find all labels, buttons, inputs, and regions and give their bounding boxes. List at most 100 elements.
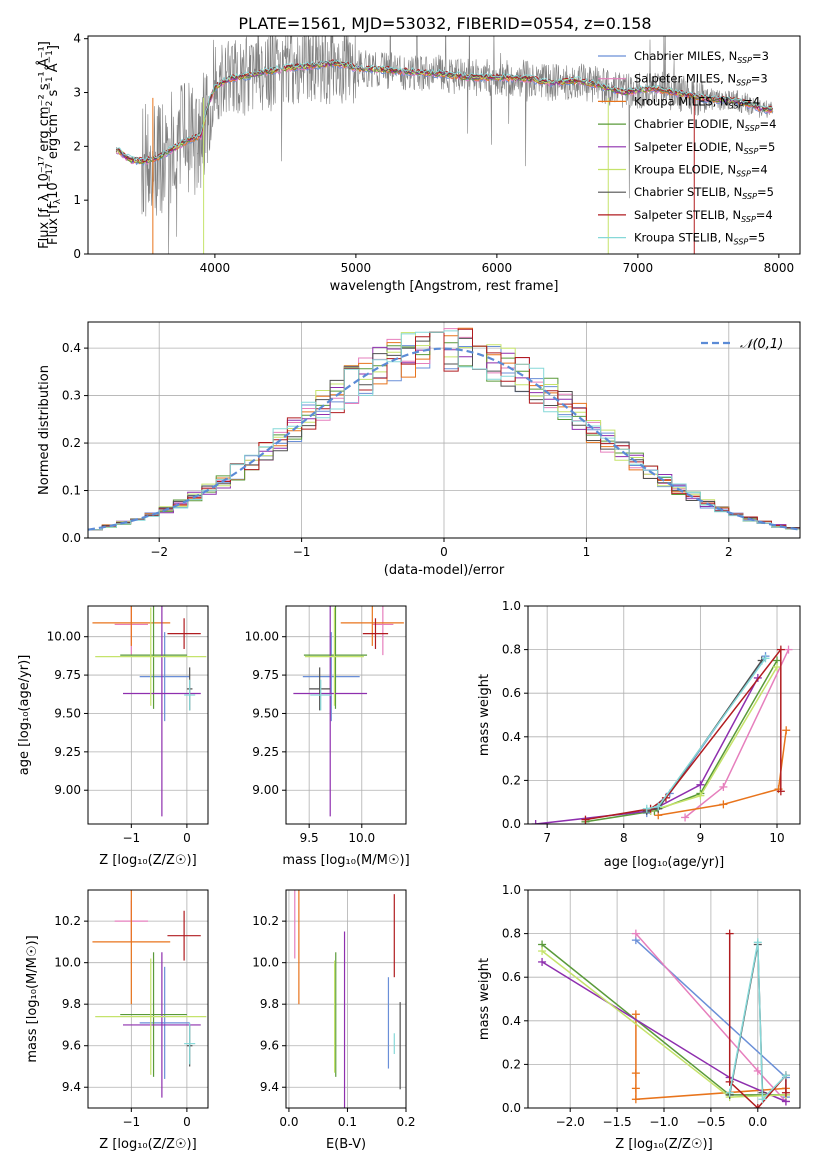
y-tick-label: 0.6 <box>502 686 521 700</box>
y-axis-label: Flux [fλ​10−17​ erg cm−2​ s−1​ Å−1​] <box>45 45 63 245</box>
x-tick-label: 10.0 <box>348 831 375 845</box>
y-tick-label: 10.00 <box>47 630 81 644</box>
y-tick-label: 9.8 <box>62 997 81 1011</box>
y-tick-label: 0.0 <box>502 817 521 831</box>
axes-frame <box>87 889 209 1109</box>
y-axis-label: Normed distribution <box>37 365 52 495</box>
y-axis-label: age [log₁₀(age/yr)] <box>17 655 32 776</box>
panel-mass_vs_Z: −1 0 9.4 9.6 9.8 10.0 10.2 Z [log₁₀(Z/Z☉)] mass … <box>25 889 209 1152</box>
y-tick-label: 0.2 <box>62 436 81 450</box>
plot-area-age_vs_mass <box>293 606 404 817</box>
plot-area-mass_vs_ebv <box>294 890 401 1108</box>
axes-frame <box>285 889 407 1109</box>
y-tick-label: 9.75 <box>54 668 81 682</box>
y-tick-label: 10.00 <box>245 630 279 644</box>
y-tick-label: 10.0 <box>252 956 279 970</box>
spectrum-model-line <box>115 62 773 165</box>
x-axis-label: Z [log₁₀(Z/Z☉)] <box>615 1137 712 1152</box>
y-tick-label: 9.4 <box>62 1080 81 1094</box>
panel-residuals: −2 −1 0 1 2 0.0 0.1 0.2 0.3 0.4 (data-model)/error… <box>37 321 801 578</box>
y-tick-label: 0.8 <box>502 927 521 941</box>
y-tick-label: 1.0 <box>502 883 521 897</box>
y-tick-label: 0.4 <box>62 341 81 355</box>
x-tick-label: −1 <box>122 1115 140 1129</box>
legend-label: Salpeter ELODIE, NSSP=5 <box>634 140 775 156</box>
x-tick-label: 8000 <box>764 261 795 275</box>
x-tick-label: 8 <box>620 831 628 845</box>
legend: Chabrier MILES, NSSP=3 Salpeter MILES, NS… <box>598 49 776 247</box>
spectrum-model-line <box>115 59 773 163</box>
legend-label: Kroupa ELODIE, NSSP=4 <box>634 163 768 179</box>
y-tick-label: 0.4 <box>502 1014 521 1028</box>
x-tick-label: 4000 <box>200 261 231 275</box>
x-tick-label: −2.0 <box>556 1115 585 1129</box>
legend-label: Kroupa STELIB, NSSP=5 <box>634 231 765 247</box>
plot-area-mass_vs_Z <box>92 890 207 1098</box>
y-tick-label: 10.0 <box>54 956 81 970</box>
x-tick-label: 0.0 <box>748 1115 767 1129</box>
y-tick-label: 0.2 <box>502 773 521 787</box>
y-tick-label: 9.25 <box>54 745 81 759</box>
y-tick-label: 0.2 <box>502 1057 521 1071</box>
x-tick-label: −1 <box>293 545 311 559</box>
panel-massweight_vs_Z: −2.0 −1.5 −1.0 −0.5 0.0 0.0 0.2 0.4 0.6 0.8 1.0 Z [… <box>477 883 801 1152</box>
x-tick-label: 9 <box>697 831 705 845</box>
y-tick-label: 1.0 <box>502 599 521 613</box>
mass-weight-line <box>535 677 759 824</box>
x-tick-label: 6000 <box>482 261 513 275</box>
x-axis-label: E(B-V) <box>326 1137 366 1152</box>
mass-weight-line <box>650 666 778 812</box>
legend-label: Kroupa MILES, NSSP=4 <box>634 94 760 110</box>
x-tick-label: −1.0 <box>649 1115 678 1129</box>
y-tick-label: 9.50 <box>54 706 81 720</box>
x-tick-label: 0.2 <box>396 1115 415 1129</box>
panel-age_vs_mass: 9.5 10.0 9.00 9.25 9.50 9.75 10.00 mass [log₁₀(… <box>245 605 410 868</box>
x-tick-label: 7000 <box>623 261 654 275</box>
y-tick-label: 0.0 <box>62 531 81 545</box>
x-axis-label: wavelength [Angstrom, rest frame] <box>330 279 559 294</box>
y-tick-label: 9.8 <box>260 997 279 1011</box>
panel-massweight_vs_age: 7 8 9 10 0.0 0.2 0.4 0.6 0.8 1.0 age [log₁₀(age/yr… <box>477 599 801 870</box>
y-axis-label: mass [log₁₀(M/M☉)] <box>25 935 40 1062</box>
histogram-step <box>88 328 800 531</box>
y-axis-label: mass weight <box>477 958 492 1040</box>
legend-label: Chabrier MILES, NSSP=3 <box>634 49 769 65</box>
y-axis-label: mass weight <box>477 674 492 756</box>
plot-area-spectrum <box>115 36 774 254</box>
y-tick-label: 0.3 <box>62 389 81 403</box>
mass-weight-line <box>658 730 787 817</box>
x-tick-label: −1.5 <box>603 1115 632 1129</box>
x-tick-label: 0 <box>440 545 448 559</box>
mass-weight-line <box>728 942 787 1102</box>
axes-frame <box>87 35 801 255</box>
x-tick-label: 1 <box>583 545 591 559</box>
legend: 𝒩(0,1) <box>701 337 783 352</box>
panel-age_vs_Z: −1 0 9.00 9.25 9.50 9.75 10.00 Z [log₁₀(Z/Z☉)] a… <box>17 605 209 868</box>
y-tick-label: 0 <box>73 247 81 261</box>
axes-frame <box>527 605 801 825</box>
axes-frame <box>285 605 407 825</box>
plot-area-massweight_vs_Z <box>538 929 790 1108</box>
y-tick-label: 9.75 <box>252 668 279 682</box>
legend-label: Salpeter STELIB, NSSP=4 <box>634 208 773 224</box>
x-axis-label: Z [log₁₀(Z/Z☉)] <box>99 1137 196 1152</box>
y-tick-label: 9.50 <box>252 706 279 720</box>
axes-frame <box>87 605 209 825</box>
x-tick-label: 0.1 <box>338 1115 357 1129</box>
x-axis-label: Z [log₁₀(Z/Z☉)] <box>99 853 196 868</box>
legend-label: Salpeter MILES, NSSP=3 <box>634 72 768 88</box>
y-tick-label: 0.6 <box>502 970 521 984</box>
y-tick-label: 10.2 <box>252 914 279 928</box>
x-axis-label: mass [log₁₀(M/M☉)] <box>282 853 409 868</box>
y-tick-label: 10.2 <box>54 914 81 928</box>
x-tick-label: 10 <box>769 831 784 845</box>
y-tick-label: 9.25 <box>252 745 279 759</box>
y-tick-label: 9.4 <box>260 1080 279 1094</box>
y-axis-label: Flux [f_λ 10⁻¹⁷ erg cm⁻² s⁻¹ Å⁻¹] <box>36 41 52 249</box>
x-tick-label: −2 <box>150 545 168 559</box>
x-tick-label: 5000 <box>341 261 372 275</box>
figure-title: PLATE=1561, MJD=53032, FIBERID=0554, z=0… <box>238 14 651 33</box>
legend-label: 𝒩(0,1) <box>740 337 783 352</box>
panel-mass_vs_ebv: 0.0 0.1 0.2 9.4 9.6 9.8 10.0 10.2 E(B-V) <box>252 889 416 1152</box>
y-tick-label: 2 <box>73 139 81 153</box>
